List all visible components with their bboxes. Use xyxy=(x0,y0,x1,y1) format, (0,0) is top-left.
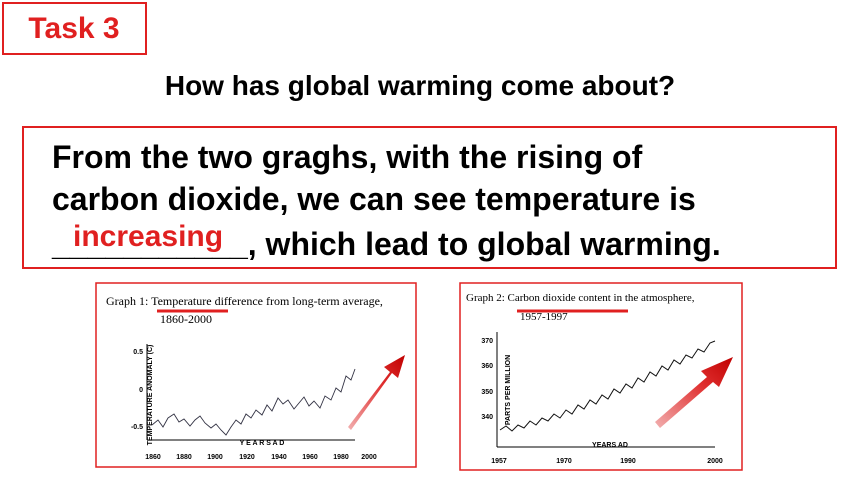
y-tick-label: 0 xyxy=(139,387,143,394)
x-tick-label: 1957 xyxy=(491,458,507,465)
co2-curve xyxy=(499,340,716,432)
graph-subtitle: 1860-2000 xyxy=(160,312,212,326)
y-tick-label: 0.5 xyxy=(133,349,143,356)
graph-frame xyxy=(459,282,743,471)
answer-line: carbon dioxide, we can see temperature i… xyxy=(52,181,696,217)
blank-answer: increasing xyxy=(73,220,223,253)
x-tick-label: 1960 xyxy=(302,454,318,461)
x-tick-label: 1970 xyxy=(556,458,572,465)
answer-line: From the two graghs, with the rising of xyxy=(52,139,643,175)
y-axis-label: PARTS PER MILLION xyxy=(505,355,512,425)
question: How has global warming come about? xyxy=(165,70,675,101)
x-tick-label: 1990 xyxy=(620,458,636,465)
x-tick-label: 1920 xyxy=(239,454,255,461)
y-tick-label: 340 xyxy=(481,414,493,421)
x-tick-label: 2000 xyxy=(707,458,723,465)
graph-title: Graph 2: Carbon dioxide content in the a… xyxy=(466,292,695,304)
arrow xyxy=(348,355,405,430)
y-axis-label: TEMPERATURE ANOMALY (C) xyxy=(147,345,154,446)
x-axis-label: Y E A R S A D xyxy=(240,440,285,447)
task-box xyxy=(2,2,147,55)
graph-title: Graph 1: Temperature difference from lon… xyxy=(106,294,383,308)
arrow xyxy=(655,357,733,428)
graph-subtitle: 1957-1997 xyxy=(520,311,568,323)
x-tick-label: 2000 xyxy=(361,454,377,461)
task-label: Task 3 xyxy=(28,12,119,45)
y-tick-label: 360 xyxy=(481,363,493,370)
temperature-curve xyxy=(151,368,356,436)
y-tick-label: -0.5 xyxy=(131,424,143,431)
x-tick-label: 1860 xyxy=(145,454,161,461)
x-tick-label: 1880 xyxy=(176,454,192,461)
graph-frame xyxy=(95,282,417,468)
y-tick-label: 350 xyxy=(481,389,493,396)
x-tick-label: 1900 xyxy=(207,454,223,461)
y-tick-label: 370 xyxy=(481,338,493,345)
x-tick-label: 1940 xyxy=(271,454,287,461)
x-axis-label: YEARS AD xyxy=(592,442,628,449)
answer-box xyxy=(22,126,837,269)
answer-line: ___________, which lead to global warmin… xyxy=(51,226,721,262)
x-tick-label: 1980 xyxy=(333,454,349,461)
